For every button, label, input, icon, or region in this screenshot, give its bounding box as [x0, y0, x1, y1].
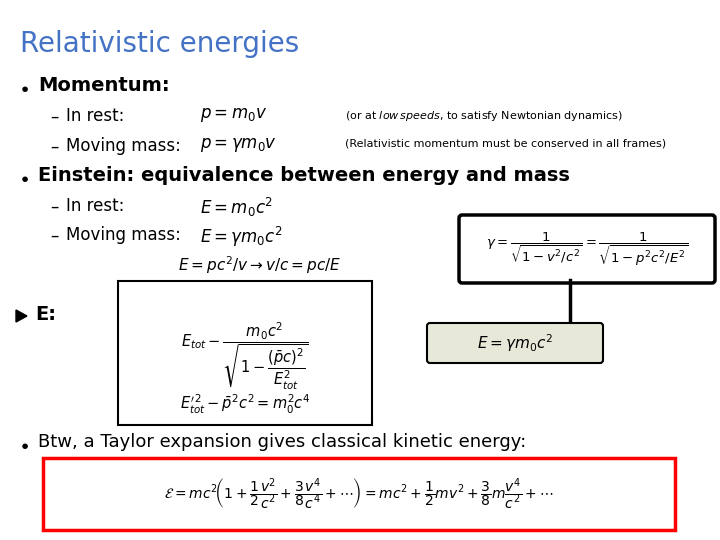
- FancyBboxPatch shape: [459, 215, 715, 283]
- Text: E:: E:: [35, 305, 56, 324]
- Text: (Relativistic momentum must be conserved in all frames): (Relativistic momentum must be conserved…: [345, 139, 666, 149]
- Text: $\bullet$: $\bullet$: [18, 78, 29, 97]
- Text: In rest:: In rest:: [66, 197, 125, 215]
- FancyBboxPatch shape: [427, 323, 603, 363]
- Text: –: –: [50, 227, 58, 245]
- Text: $\bullet$: $\bullet$: [18, 168, 29, 187]
- Text: $E = \gamma m_0 c^2$: $E = \gamma m_0 c^2$: [200, 225, 283, 249]
- Text: Moving mass:: Moving mass:: [66, 137, 181, 155]
- Text: $\bullet$: $\bullet$: [18, 435, 29, 454]
- FancyBboxPatch shape: [43, 458, 675, 530]
- Text: Btw, a Taylor expansion gives classical kinetic energy:: Btw, a Taylor expansion gives classical …: [38, 433, 526, 451]
- Text: $p = m_0 v$: $p = m_0 v$: [200, 106, 267, 124]
- Text: $\gamma = \dfrac{1}{\sqrt{1-v^2/c^2}} = \dfrac{1}{\sqrt{1-p^2c^2/E^2}}$: $\gamma = \dfrac{1}{\sqrt{1-v^2/c^2}} = …: [486, 230, 688, 268]
- Text: Einstein: equivalence between energy and mass: Einstein: equivalence between energy and…: [38, 166, 570, 185]
- Text: Moving mass:: Moving mass:: [66, 226, 181, 244]
- Text: –: –: [50, 138, 58, 156]
- Text: –: –: [50, 108, 58, 126]
- Text: (or at $\it{low\/speeds}$, to satisfy Newtonian dynamics): (or at $\it{low\/speeds}$, to satisfy Ne…: [345, 109, 623, 123]
- Text: Relativistic energies: Relativistic energies: [20, 30, 300, 58]
- Text: $\mathit{E = pc^2/v} \rightarrow \mathit{v/c=pc/E}$: $\mathit{E = pc^2/v} \rightarrow \mathit…: [178, 254, 341, 276]
- Text: –: –: [50, 198, 58, 216]
- FancyBboxPatch shape: [118, 281, 372, 425]
- Polygon shape: [16, 310, 27, 322]
- Text: $E = m_0 c^2$: $E = m_0 c^2$: [200, 196, 273, 219]
- Text: $\mathcal{E} = mc^2\!\left(1 + \dfrac{1}{2}\dfrac{v^2}{c^2} + \dfrac{3}{8}\dfrac: $\mathcal{E} = mc^2\!\left(1 + \dfrac{1}…: [164, 476, 554, 511]
- Text: $E_{tot}^{\prime\,2} - \bar{p}^2 c^2 = m_0^2 c^4$: $E_{tot}^{\prime\,2} - \bar{p}^2 c^2 = m…: [180, 393, 310, 416]
- Text: Momentum:: Momentum:: [38, 76, 170, 95]
- Text: In rest:: In rest:: [66, 107, 125, 125]
- Text: $E=\gamma m_0 c^2$: $E=\gamma m_0 c^2$: [477, 332, 553, 354]
- Text: $p = \gamma m_0 v$: $p = \gamma m_0 v$: [200, 136, 277, 154]
- Text: $E_{tot} - \dfrac{m_0 c^2}{\sqrt{1 - \dfrac{(\bar{p}c)^2}{E_{tot}^2}}}$: $E_{tot} - \dfrac{m_0 c^2}{\sqrt{1 - \df…: [181, 320, 309, 392]
